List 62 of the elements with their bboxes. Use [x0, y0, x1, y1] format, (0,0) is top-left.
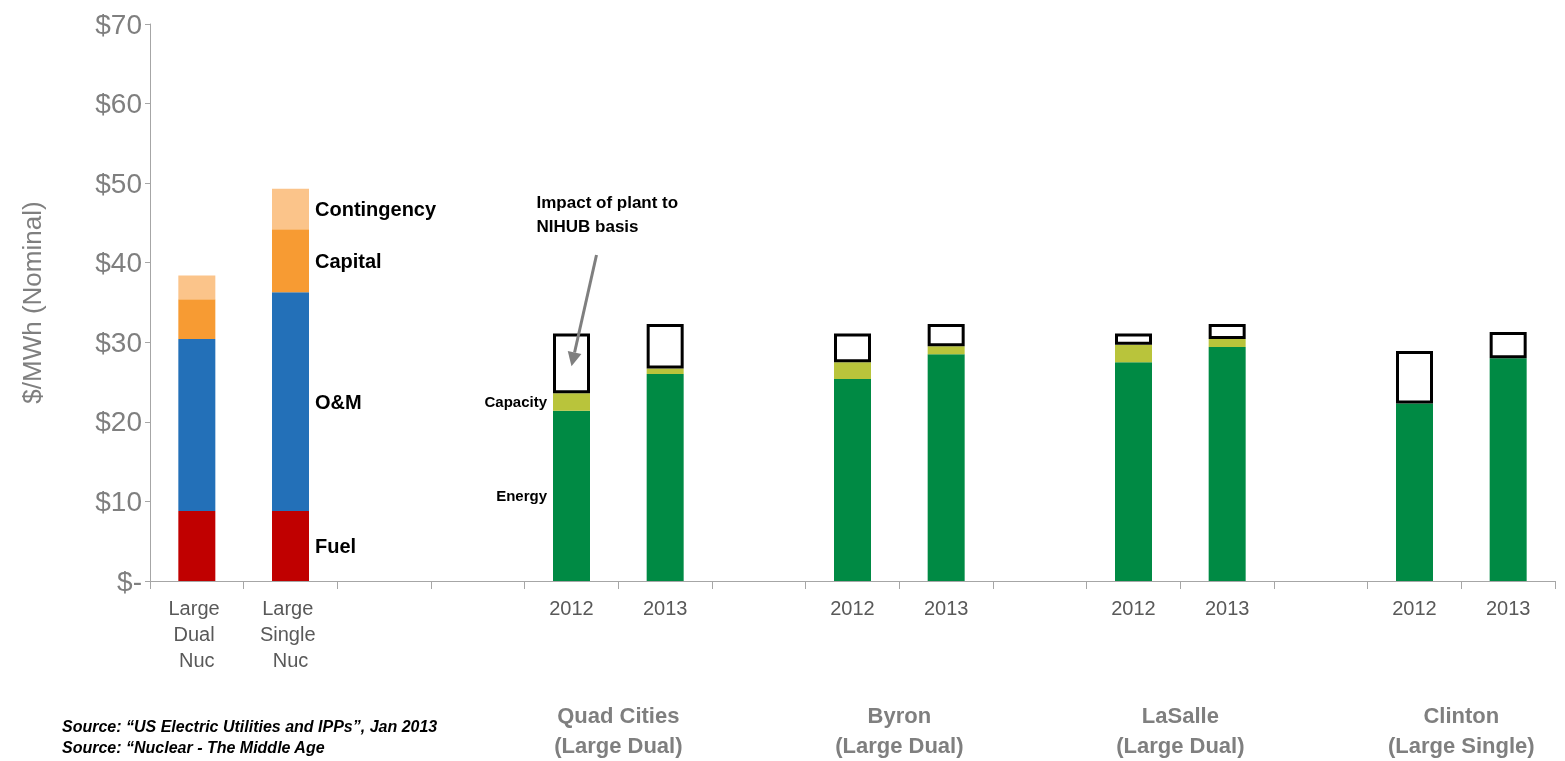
bar	[927, 354, 965, 581]
source-note: Source: “US Electric Utilities and IPPs”, Jan 2013	[62, 717, 438, 735]
x-tick-label: Large Dual Nuc	[168, 597, 226, 671]
series-label: O&M	[315, 390, 362, 413]
source-note: Source: “Nuclear - The Middle Age	[62, 738, 325, 756]
x-tick-label: 2013	[642, 597, 688, 619]
bar	[1208, 323, 1246, 340]
text: LaSalle (Large Dual)	[1116, 702, 1245, 758]
series-label: Energy	[496, 487, 548, 505]
y-tick-label: $10	[95, 485, 142, 517]
series-label: Capital	[315, 249, 382, 272]
bar	[178, 339, 216, 511]
y-tick-label: $40	[95, 247, 142, 279]
bar	[1208, 347, 1246, 581]
bar	[927, 346, 965, 355]
x-tick-label: Large Single Nuc	[259, 597, 322, 671]
x-tick-label: 2012	[1111, 597, 1156, 619]
bar	[553, 393, 590, 411]
bar	[834, 378, 871, 581]
bar	[834, 333, 871, 363]
series-label: Fuel	[315, 534, 357, 557]
y-axis-title: $/MWh (Nominal)	[17, 201, 47, 404]
bar	[1489, 358, 1527, 581]
annotation: Impact of plant to NIHUB basis	[536, 192, 679, 236]
bar	[272, 292, 309, 511]
bar	[272, 229, 309, 293]
x-tick-label: 2013	[1204, 597, 1250, 619]
text: Quad Cities (Large Dual)	[554, 702, 683, 758]
series-label: Contingency	[315, 198, 437, 220]
bar	[272, 188, 309, 230]
y-tick-label: $20	[95, 406, 142, 438]
text: Clinton (Large Single)	[1387, 702, 1535, 758]
bar	[646, 374, 684, 581]
bar	[834, 362, 871, 379]
y-tick-label: $60	[95, 88, 142, 120]
bar	[272, 510, 309, 581]
bar	[1396, 351, 1433, 404]
bar	[1208, 339, 1246, 348]
y-tick-label: $50	[95, 167, 142, 199]
y-tick-label: $70	[95, 8, 142, 40]
bar	[1396, 403, 1433, 581]
y-tick-label: $-	[117, 565, 142, 597]
x-tick-label: 2012	[1392, 597, 1437, 619]
bar	[1115, 344, 1152, 363]
text: Byron (Large Dual)	[835, 702, 964, 758]
bar	[646, 323, 684, 369]
bar	[553, 333, 590, 394]
series-label: Capacity	[484, 393, 548, 411]
x-tick-label: 2013	[1485, 597, 1531, 619]
bar	[178, 510, 216, 581]
bar	[178, 299, 216, 340]
y-tick-label: $30	[95, 326, 142, 358]
bar	[1115, 333, 1152, 345]
bar	[553, 410, 590, 581]
bar	[1489, 331, 1527, 359]
bar	[178, 275, 216, 300]
bar	[927, 323, 965, 347]
x-tick-label: 2012	[549, 597, 594, 619]
bar	[646, 368, 684, 375]
x-tick-label: 2012	[830, 597, 875, 619]
bar	[1115, 362, 1152, 581]
x-tick-label: 2013	[923, 597, 969, 619]
